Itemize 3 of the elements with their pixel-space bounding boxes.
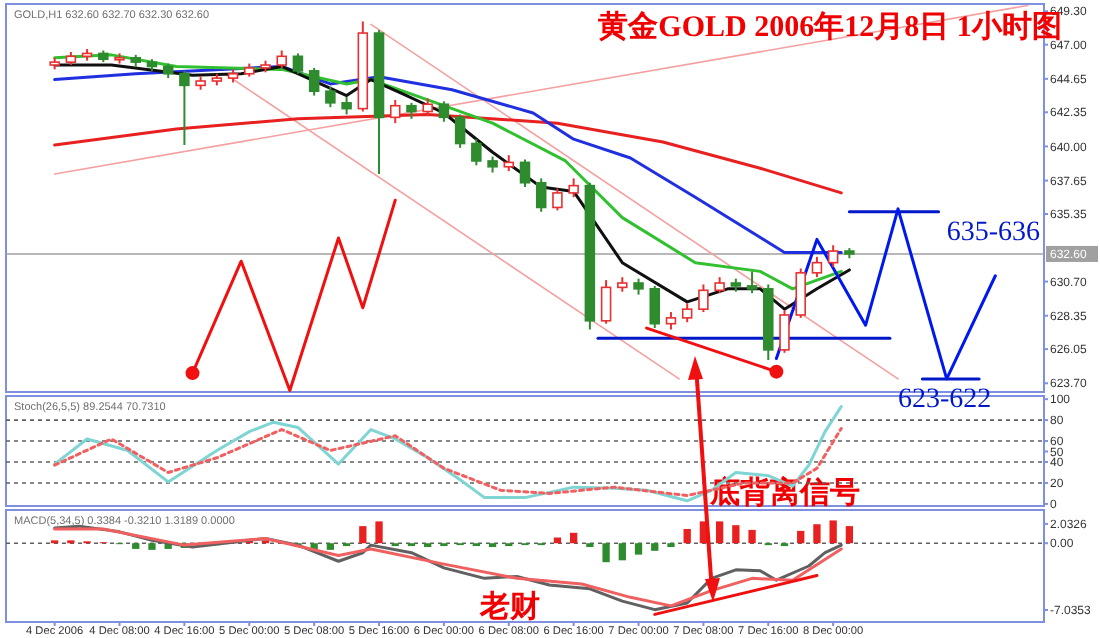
annotation: 老财 bbox=[478, 590, 540, 624]
annotation: 623-622 bbox=[898, 384, 992, 415]
annotation: 635-636 bbox=[946, 217, 1041, 248]
